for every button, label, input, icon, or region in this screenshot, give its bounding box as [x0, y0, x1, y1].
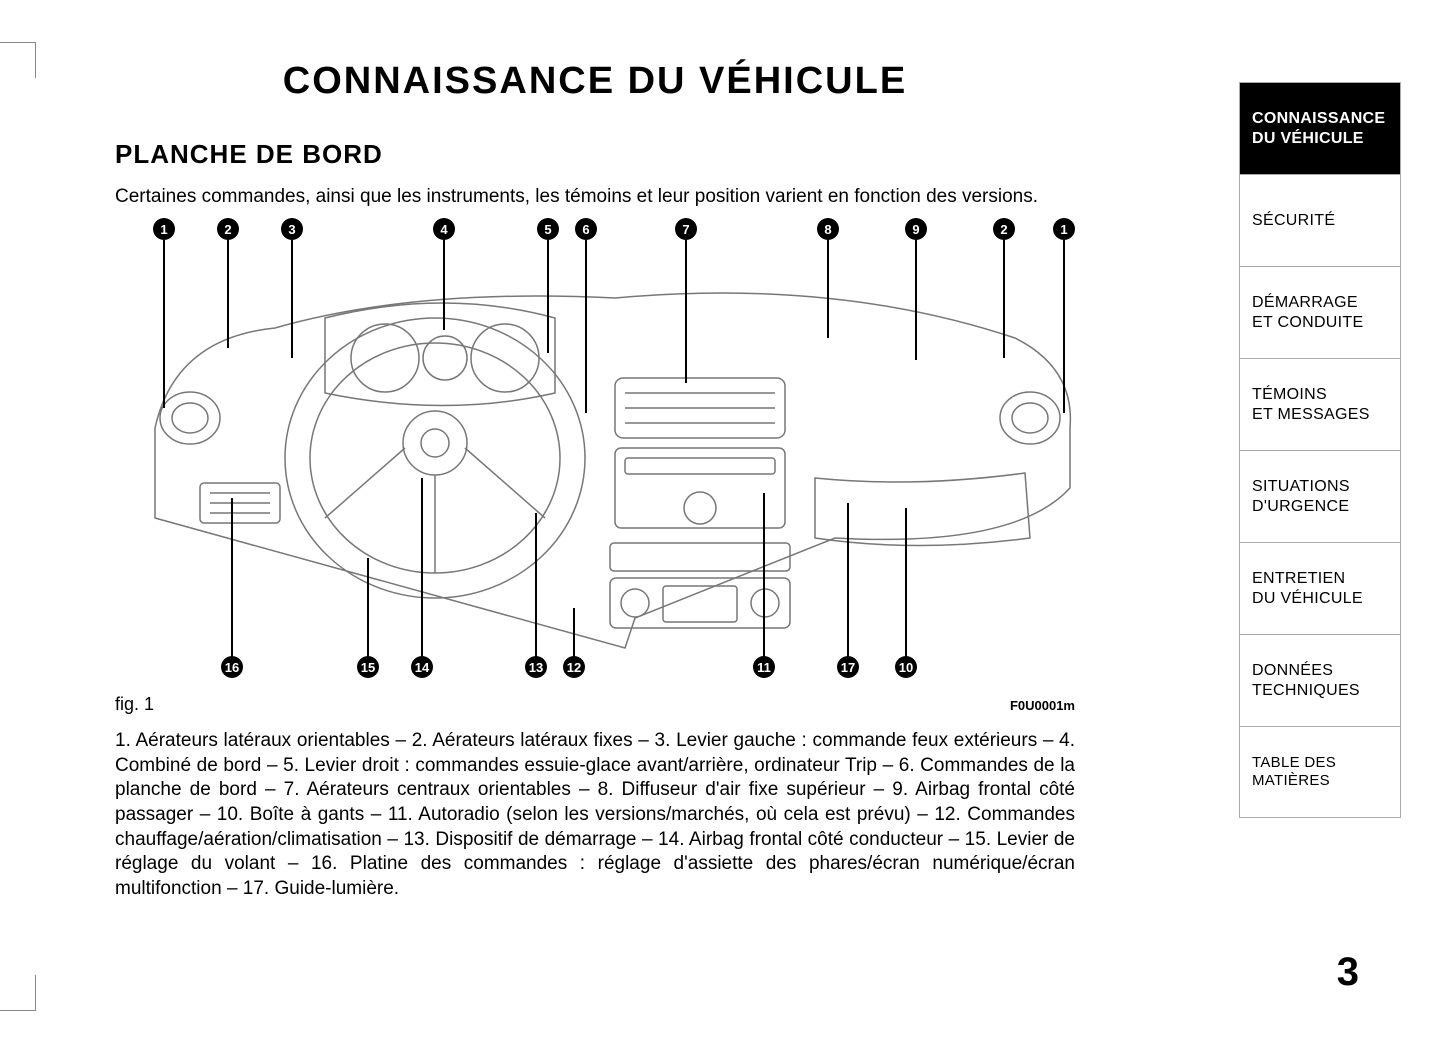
callout-5: 5	[537, 218, 559, 240]
tab-label-l2: ET MESSAGES	[1252, 405, 1388, 424]
intro-text: Certaines commandes, ainsi que les instr…	[115, 186, 1075, 208]
legend-text: 1. Aérateurs latéraux orientables – 2. A…	[115, 729, 1075, 902]
tab-label-l2: DU VÉHICULE	[1252, 589, 1388, 608]
tab-label-l1: DONNÉES	[1252, 661, 1388, 680]
crop-mark-bl	[0, 975, 36, 1011]
tab-label-l1: DÉMARRAGE	[1252, 293, 1388, 312]
callout-7: 7	[675, 218, 697, 240]
page-content: CONNAISSANCE DU VÉHICULE PLANCHE DE BORD…	[115, 60, 1075, 902]
section-tab[interactable]: ENTRETIENDU VÉHICULE	[1239, 542, 1401, 634]
callout-13: 13	[525, 656, 547, 678]
tab-label-l1: TÉMOINS	[1252, 385, 1388, 404]
figure-label: fig. 1	[115, 694, 154, 715]
section-tab[interactable]: DÉMARRAGEET CONDUITE	[1239, 266, 1401, 358]
callout-1: 1	[1053, 218, 1075, 240]
tab-label-l2: DU VÉHICULE	[1252, 129, 1388, 148]
figure-code: F0U0001m	[1010, 698, 1075, 713]
figure-caption-row: fig. 1 F0U0001m	[115, 694, 1075, 715]
tab-label-l2: ET CONDUITE	[1252, 313, 1388, 332]
callout-3: 3	[281, 218, 303, 240]
page-title: CONNAISSANCE DU VÉHICULE	[115, 60, 1075, 103]
tab-label-l1: TABLE DES MATIÈRES	[1252, 754, 1388, 790]
section-tab[interactable]: TABLE DES MATIÈRES	[1239, 726, 1401, 818]
callout-2: 2	[993, 218, 1015, 240]
callout-4: 4	[433, 218, 455, 240]
section-tab[interactable]: TÉMOINSET MESSAGES	[1239, 358, 1401, 450]
page-number: 3	[1337, 950, 1359, 995]
dashboard-figure: 123456789211615141312111710	[115, 218, 1075, 688]
tab-label-l1: SÉCURITÉ	[1252, 211, 1388, 230]
tab-label-l1: ENTRETIEN	[1252, 569, 1388, 588]
tab-label-l2: D'URGENCE	[1252, 497, 1388, 516]
callout-9: 9	[905, 218, 927, 240]
tab-label-l1: CONNAISSANCE	[1252, 109, 1388, 128]
callout-17: 17	[837, 656, 859, 678]
callout-2: 2	[217, 218, 239, 240]
callout-10: 10	[895, 656, 917, 678]
manual-page: CONNAISSANCE DU VÉHICULE PLANCHE DE BORD…	[0, 0, 1445, 1053]
crop-mark-tl	[0, 42, 36, 78]
section-tabs: CONNAISSANCEDU VÉHICULESÉCURITÉDÉMARRAGE…	[1239, 82, 1401, 818]
section-subtitle: PLANCHE DE BORD	[115, 139, 1075, 170]
callout-6: 6	[575, 218, 597, 240]
section-tab[interactable]: SÉCURITÉ	[1239, 174, 1401, 266]
callout-14: 14	[411, 656, 433, 678]
section-tab[interactable]: DONNÉESTECHNIQUES	[1239, 634, 1401, 726]
dashboard-drawing	[115, 218, 1075, 688]
section-tab[interactable]: SITUATIONSD'URGENCE	[1239, 450, 1401, 542]
callout-8: 8	[817, 218, 839, 240]
tab-label-l1: SITUATIONS	[1252, 477, 1388, 496]
callout-12: 12	[563, 656, 585, 678]
callout-15: 15	[357, 656, 379, 678]
section-tab[interactable]: CONNAISSANCEDU VÉHICULE	[1239, 82, 1401, 174]
tab-label-l2: TECHNIQUES	[1252, 681, 1388, 700]
callout-16: 16	[221, 656, 243, 678]
callout-11: 11	[753, 656, 775, 678]
callout-1: 1	[153, 218, 175, 240]
